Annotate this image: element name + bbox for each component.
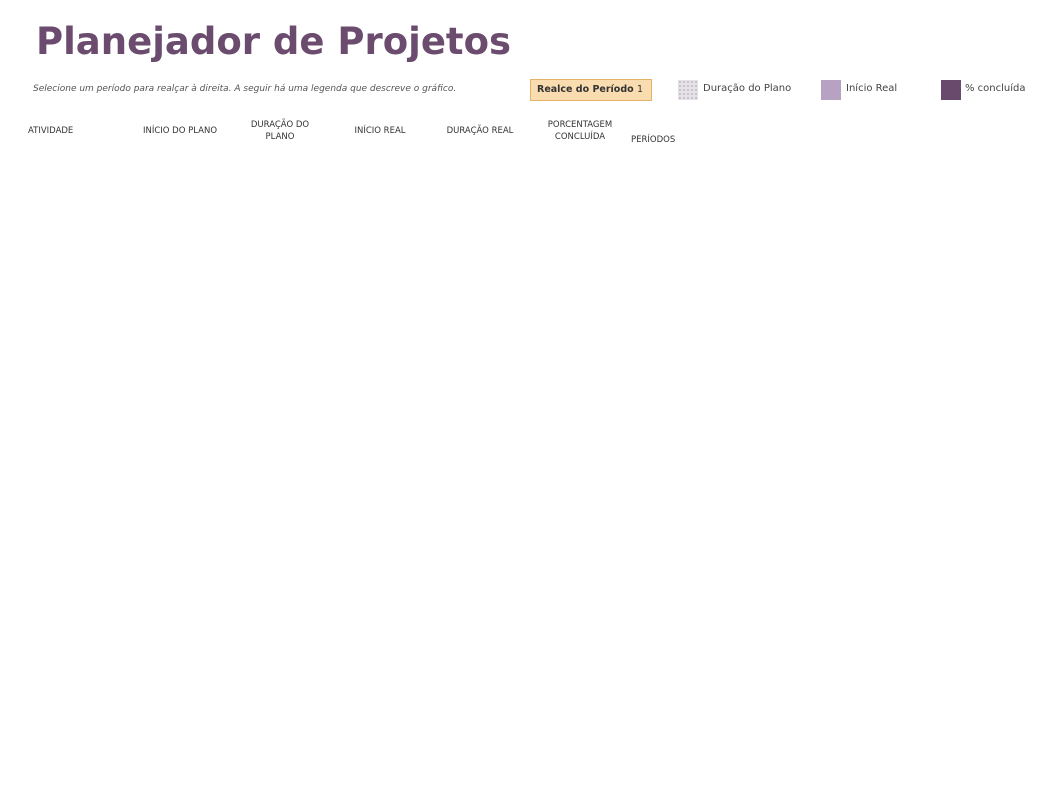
legend-label: % concluída: [965, 83, 1026, 94]
legend-label: Duração do Plano: [703, 83, 792, 94]
column-header: ATIVIDADE: [28, 126, 74, 136]
column-header: PORCENTAGEM CONCLUÍDA: [547, 120, 613, 142]
highlight-period[interactable]: 1: [636, 84, 643, 95]
highlight-box[interactable]: Realce do Período 1: [530, 79, 652, 101]
periods-header: PERÍODOS: [631, 135, 676, 145]
legend-swatch-actual: [821, 80, 841, 100]
legend-swatch-plan: [678, 80, 698, 100]
column-header: DURAÇÃO DO PLANO: [250, 120, 310, 142]
column-header: INÍCIO REAL: [354, 126, 406, 136]
subtitle: Selecione um período para realçar à dire…: [33, 84, 457, 94]
legend-swatch-pct: [941, 80, 961, 100]
column-header: INÍCIO DO PLANO: [142, 126, 218, 136]
column-header: DURAÇÃO REAL: [446, 126, 514, 136]
legend-label: Início Real: [846, 83, 898, 94]
highlight-label: Realce do Período: [537, 84, 634, 95]
title: Planejador de Projetos: [36, 20, 512, 63]
